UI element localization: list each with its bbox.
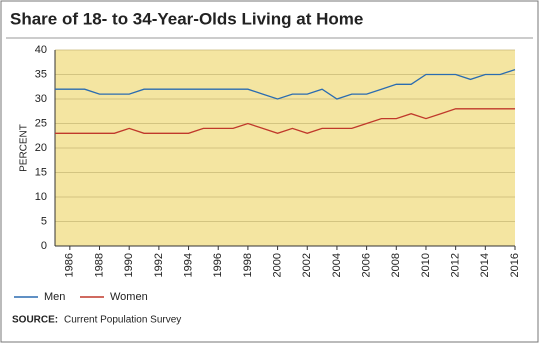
source-label: SOURCE:	[12, 315, 58, 326]
x-tick-label: 2014	[479, 253, 491, 277]
y-tick-label: 20	[35, 142, 47, 154]
x-tick-label: 1996	[212, 253, 224, 277]
series-line	[55, 68, 516, 100]
legend-label: Women	[110, 291, 148, 303]
y-tick-label: 25	[35, 117, 47, 129]
x-tick-label: 2002	[301, 253, 313, 277]
y-tick-label: 35	[35, 68, 47, 80]
x-tick-label: 1986	[64, 253, 76, 277]
y-tick-label: 30	[35, 93, 47, 105]
x-tick-label: 2010	[420, 253, 432, 277]
x-tick-label: 1994	[182, 253, 194, 277]
y-tick-label: 0	[41, 240, 47, 252]
y-tick-label: 15	[35, 166, 47, 178]
x-tick-label: 1988	[93, 253, 105, 277]
y-tick-label: 10	[35, 191, 47, 203]
legend-label: Men	[44, 291, 65, 303]
series-line	[55, 108, 515, 134]
y-tick-label: 40	[35, 44, 47, 56]
source: Current Population Survey	[64, 315, 181, 326]
x-tick-label: 2000	[271, 253, 283, 277]
y-axis-label: PERCENT	[19, 124, 30, 172]
x-tick-label: 2008	[390, 253, 402, 277]
x-tick-label: 1990	[123, 253, 135, 277]
x-tick-label: 1998	[242, 253, 254, 277]
x-tick-label: 2012	[450, 253, 462, 277]
x-tick-label: 2016	[509, 253, 521, 277]
x-tick-label: 2006	[361, 253, 373, 277]
x-tick-label: 1992	[153, 253, 165, 277]
chart-title: Share of 18- to 34-Year-Olds Living at H…	[10, 9, 363, 28]
x-tick-label: 2004	[331, 253, 343, 277]
y-tick-label: 5	[41, 215, 47, 227]
